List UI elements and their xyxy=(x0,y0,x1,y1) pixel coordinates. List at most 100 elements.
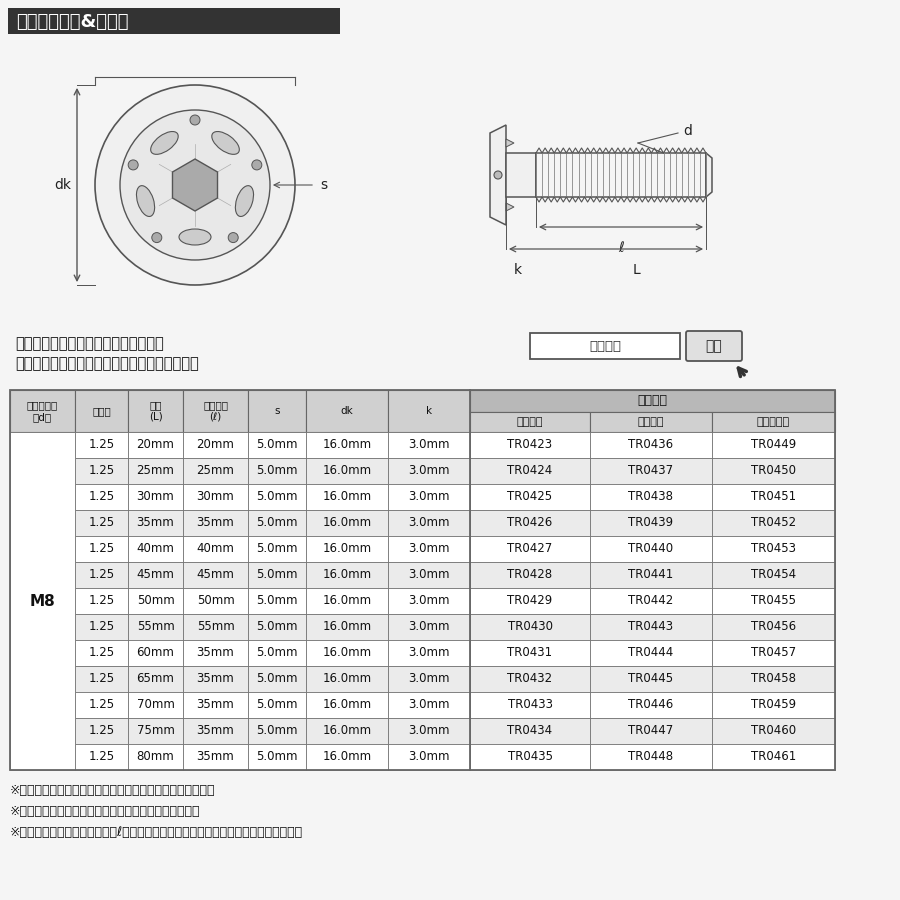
Bar xyxy=(590,412,712,432)
Text: 5.0mm: 5.0mm xyxy=(256,724,298,737)
Bar xyxy=(712,484,835,510)
Bar xyxy=(75,510,128,536)
Text: 60mm: 60mm xyxy=(137,646,175,660)
Text: 25mm: 25mm xyxy=(196,464,234,478)
Text: 40mm: 40mm xyxy=(196,543,234,555)
Text: 5.0mm: 5.0mm xyxy=(256,464,298,478)
Text: 3.0mm: 3.0mm xyxy=(409,698,450,712)
Bar xyxy=(470,432,590,458)
Bar xyxy=(128,588,183,614)
Text: 1.25: 1.25 xyxy=(88,698,114,712)
Text: 35mm: 35mm xyxy=(196,517,234,529)
Bar xyxy=(128,484,183,510)
Bar xyxy=(388,640,470,666)
Bar xyxy=(248,692,306,718)
Text: 3.0mm: 3.0mm xyxy=(409,491,450,503)
Text: 3.0mm: 3.0mm xyxy=(409,646,450,660)
Text: 55mm: 55mm xyxy=(137,620,175,634)
Bar xyxy=(470,744,590,770)
Text: 3.0mm: 3.0mm xyxy=(409,751,450,763)
Text: ℓ: ℓ xyxy=(618,241,624,255)
Text: TR0458: TR0458 xyxy=(751,672,796,686)
Text: 30mm: 30mm xyxy=(196,491,234,503)
Bar xyxy=(128,744,183,770)
Text: 70mm: 70mm xyxy=(137,698,175,712)
Text: 3.0mm: 3.0mm xyxy=(409,620,450,634)
Text: 検索: 検索 xyxy=(706,339,723,353)
Text: TR0452: TR0452 xyxy=(751,517,797,529)
Bar xyxy=(388,614,470,640)
Text: 3.0mm: 3.0mm xyxy=(409,569,450,581)
Bar xyxy=(388,666,470,692)
Text: 50mm: 50mm xyxy=(196,595,234,608)
Text: ※記載の重量は平均値です。個体により誤差がございます。: ※記載の重量は平均値です。個体により誤差がございます。 xyxy=(10,784,215,797)
Bar xyxy=(590,510,712,536)
Ellipse shape xyxy=(150,131,178,154)
Text: ストア内検索に商品番号を入力すると: ストア内検索に商品番号を入力すると xyxy=(15,336,164,351)
Text: 50mm: 50mm xyxy=(137,595,175,608)
Text: 30mm: 30mm xyxy=(137,491,175,503)
Bar xyxy=(75,744,128,770)
Text: TR0447: TR0447 xyxy=(628,724,673,737)
Text: TR0453: TR0453 xyxy=(751,543,796,555)
Bar xyxy=(128,692,183,718)
Bar xyxy=(306,692,388,718)
Bar xyxy=(248,458,306,484)
Text: ※製造過程の都合でネジ長さ（ℓ）が変わる場合がございます。予めご了承ください。: ※製造過程の都合でネジ長さ（ℓ）が変わる場合がございます。予めご了承ください。 xyxy=(10,826,303,839)
Bar xyxy=(306,390,388,432)
Text: 5.0mm: 5.0mm xyxy=(256,595,298,608)
Text: TR0437: TR0437 xyxy=(628,464,673,478)
Bar xyxy=(590,718,712,744)
Bar xyxy=(388,510,470,536)
Bar xyxy=(712,588,835,614)
Text: 75mm: 75mm xyxy=(137,724,175,737)
Text: TR0429: TR0429 xyxy=(508,595,553,608)
Text: 1.25: 1.25 xyxy=(88,569,114,581)
Text: TR0434: TR0434 xyxy=(508,724,553,737)
Bar xyxy=(306,666,388,692)
Bar xyxy=(128,536,183,562)
Text: TR0426: TR0426 xyxy=(508,517,553,529)
Text: TR0435: TR0435 xyxy=(508,751,553,763)
Bar xyxy=(248,640,306,666)
Bar xyxy=(128,666,183,692)
Bar xyxy=(183,666,248,692)
Text: 長さ
(L): 長さ (L) xyxy=(148,400,162,422)
Bar xyxy=(712,718,835,744)
Text: dk: dk xyxy=(340,406,354,416)
Bar xyxy=(75,666,128,692)
Bar xyxy=(128,614,183,640)
Bar xyxy=(75,718,128,744)
Bar xyxy=(10,432,75,770)
Text: TR0459: TR0459 xyxy=(751,698,797,712)
Text: M8: M8 xyxy=(30,593,56,608)
Text: 5.0mm: 5.0mm xyxy=(256,517,298,529)
Bar xyxy=(590,484,712,510)
Bar xyxy=(712,458,835,484)
Bar xyxy=(590,458,712,484)
Text: TR0448: TR0448 xyxy=(628,751,673,763)
Bar xyxy=(128,640,183,666)
Text: TR0436: TR0436 xyxy=(628,438,673,452)
Bar xyxy=(712,744,835,770)
Bar xyxy=(712,692,835,718)
Text: 16.0mm: 16.0mm xyxy=(322,672,372,686)
Bar xyxy=(712,562,835,588)
Text: s: s xyxy=(274,406,280,416)
Text: TR0424: TR0424 xyxy=(508,464,553,478)
Text: 20mm: 20mm xyxy=(196,438,234,452)
Bar xyxy=(306,588,388,614)
Bar xyxy=(10,390,75,432)
Text: 5.0mm: 5.0mm xyxy=(256,491,298,503)
Bar xyxy=(470,666,590,692)
Text: 1.25: 1.25 xyxy=(88,491,114,503)
Text: 55mm: 55mm xyxy=(196,620,234,634)
Text: 3.0mm: 3.0mm xyxy=(409,595,450,608)
Text: 1.25: 1.25 xyxy=(88,646,114,660)
Bar xyxy=(388,432,470,458)
Bar xyxy=(248,432,306,458)
Bar xyxy=(388,458,470,484)
Bar xyxy=(183,432,248,458)
Text: TR0440: TR0440 xyxy=(628,543,673,555)
Text: 35mm: 35mm xyxy=(196,646,234,660)
